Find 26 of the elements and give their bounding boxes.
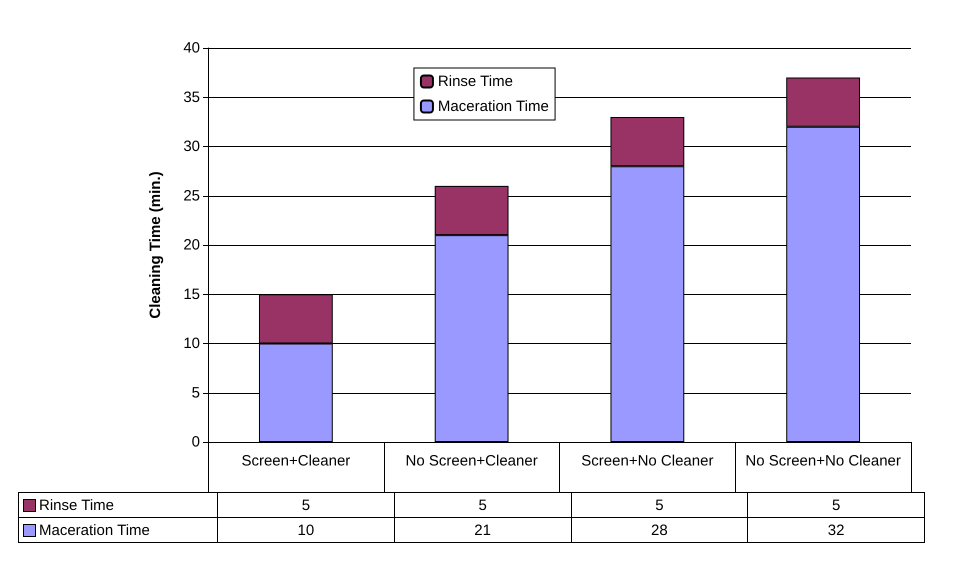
y-tick-label: 25 [183, 187, 200, 204]
data-label: 5 [394, 492, 571, 518]
x-tick-label: No Screen+No Cleaner [745, 452, 901, 470]
data-label: 21 [394, 518, 571, 542]
y-tick-label: 20 [183, 236, 200, 254]
y-axis-title: Cleaning Time (min.) [147, 171, 164, 319]
y-tick-label: 10 [183, 335, 200, 352]
y-tick-label: 40 [183, 40, 200, 56]
x-tick-label: No Screen+Cleaner [406, 452, 538, 470]
y-tick-label: 30 [183, 138, 200, 155]
legend-label: Maceration Time [438, 98, 549, 115]
data-label: 5 [748, 492, 924, 518]
data-label: 10 [218, 518, 394, 542]
y-tick-label: 0 [192, 434, 200, 450]
x-tick-label: Screen+Cleaner [241, 452, 350, 470]
text: Maceration Time [39, 522, 150, 538]
data-label: 32 [748, 518, 924, 542]
y-tick-label: 5 [192, 384, 200, 402]
data-label: 28 [571, 518, 748, 542]
data-label: 5 [571, 492, 748, 518]
y-tick-label: 15 [183, 286, 200, 303]
data-label: 5 [218, 492, 394, 518]
legend-label: Rinse Time [438, 73, 513, 90]
y-tick-label: 35 [183, 88, 200, 106]
text: Rinse Time [39, 496, 114, 514]
x-tick-label: Screen+No Cleaner [581, 452, 714, 470]
